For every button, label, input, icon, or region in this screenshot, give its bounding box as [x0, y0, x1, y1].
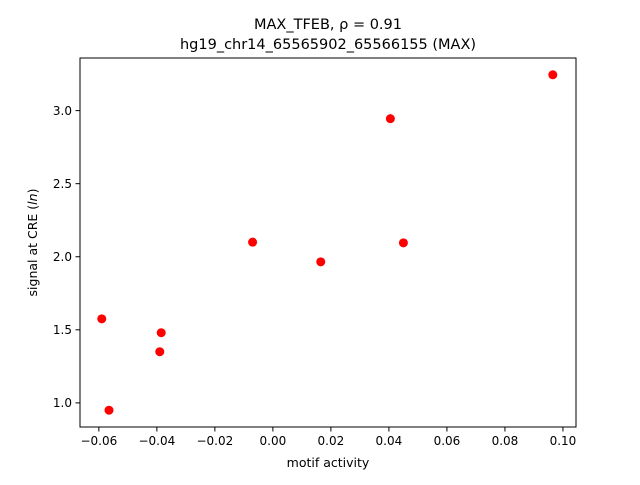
y-tick-label: 3.0	[53, 104, 72, 118]
x-axis-ticks: −0.06 −0.04 −0.02 0.00 0.02 0.04 0.06 0.08 0.10	[80, 427, 576, 448]
x-tick-label: 0.10	[550, 434, 577, 448]
chart-title-line1: MAX_TFEB, ρ = 0.91	[254, 17, 402, 33]
scatter-point	[97, 314, 107, 324]
y-tick-label: 1.0	[53, 396, 72, 410]
y-tick-label: 2.0	[53, 250, 72, 264]
y-tick-label: 2.5	[53, 177, 72, 191]
data-points	[97, 70, 558, 415]
scatter-point	[385, 114, 395, 124]
y-axis-label-italic: ln	[25, 193, 40, 204]
y-tick-label: 1.5	[53, 323, 72, 337]
x-axis-label: motif activity	[287, 455, 370, 470]
scatter-point	[316, 257, 326, 267]
plot-area-frame	[79, 57, 577, 428]
scatter-point	[398, 238, 408, 248]
y-axis-label: signal at CRE (ln)	[25, 189, 40, 297]
x-tick-label: −0.04	[138, 434, 175, 448]
y-axis-label-suffix: )	[25, 189, 40, 194]
scatter-point	[104, 405, 114, 415]
x-tick-label: −0.02	[196, 434, 233, 448]
x-tick-label: 0.02	[318, 434, 345, 448]
x-tick-label: 0.00	[260, 434, 287, 448]
scatter-point	[248, 237, 258, 247]
scatter-point	[548, 70, 558, 80]
x-tick-label: −0.06	[80, 434, 117, 448]
scatter-point	[156, 328, 166, 338]
x-tick-label: 0.04	[376, 434, 403, 448]
y-axis-ticks: 1.0 1.5 2.0 2.5 3.0	[53, 104, 80, 410]
chart-title-line2: hg19_chr14_65565902_65566155 (MAX)	[180, 37, 476, 53]
scatter-point	[155, 347, 165, 357]
y-axis-label-prefix: signal at CRE (	[25, 205, 40, 297]
x-tick-label: 0.06	[434, 434, 461, 448]
x-tick-label: 0.08	[492, 434, 519, 448]
